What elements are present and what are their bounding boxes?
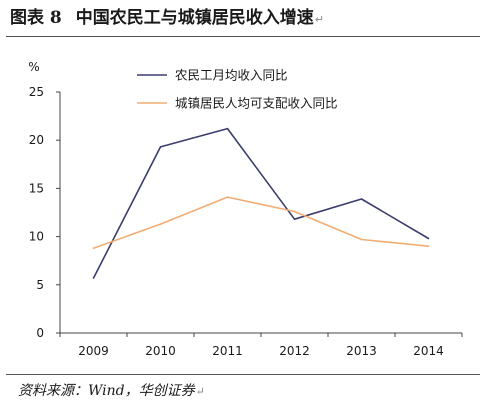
series-line-2 [93, 196, 429, 249]
y-unit-label: % [28, 60, 39, 74]
y-tick-label: 0 [36, 326, 44, 340]
source-note: 资料来源：Wind，华创证券↵ [18, 379, 205, 403]
x-tick-label: 2010 [145, 344, 176, 358]
legend-label-2: 城镇居民人均可支配收入同比 [175, 96, 338, 111]
data-point [159, 223, 162, 225]
legend-label-1: 农民工月均收入同比 [175, 68, 288, 83]
series-lines [92, 127, 430, 279]
figure-title-text: 中国农民工与城镇居民收入增速 [75, 8, 314, 28]
figure-label: 图表 8 [10, 8, 62, 28]
return-mark: ↵ [314, 13, 324, 26]
x-tick-labels: 2009 2010 2011 2012 2013 2014 [78, 344, 444, 358]
y-tick-labels: 0 5 10 15 20 25 [29, 85, 44, 340]
y-tick-label: 20 [29, 133, 44, 147]
y-tick-label: 10 [29, 230, 44, 244]
data-point [293, 218, 296, 221]
data-point [360, 198, 363, 200]
x-tick-label: 2009 [78, 344, 109, 358]
data-point [427, 237, 430, 240]
data-point [360, 238, 363, 241]
figure-title: 图表 8 中国农民工与城镇居民收入增速↵ [10, 6, 480, 30]
y-tick-label: 15 [29, 181, 44, 195]
data-point [226, 127, 229, 130]
source-return-mark: ↵ [195, 385, 205, 398]
x-tick-label: 2013 [346, 344, 377, 358]
y-tick-label: 5 [36, 278, 44, 292]
axes [56, 91, 463, 337]
data-point [293, 210, 296, 213]
data-point [92, 277, 95, 279]
source-rule [6, 374, 480, 375]
data-point [159, 146, 162, 148]
y-tick-label: 25 [29, 85, 44, 99]
data-point [427, 245, 430, 248]
x-tick-label: 2011 [212, 344, 243, 358]
data-point [226, 196, 229, 198]
data-point [92, 247, 95, 249]
series-line-1 [92, 127, 429, 279]
source-text: 资料来源：Wind，华创证券 [18, 383, 195, 399]
x-tick-label: 2012 [279, 344, 310, 358]
title-rule [6, 36, 480, 37]
x-tick-label: 2014 [413, 344, 444, 358]
